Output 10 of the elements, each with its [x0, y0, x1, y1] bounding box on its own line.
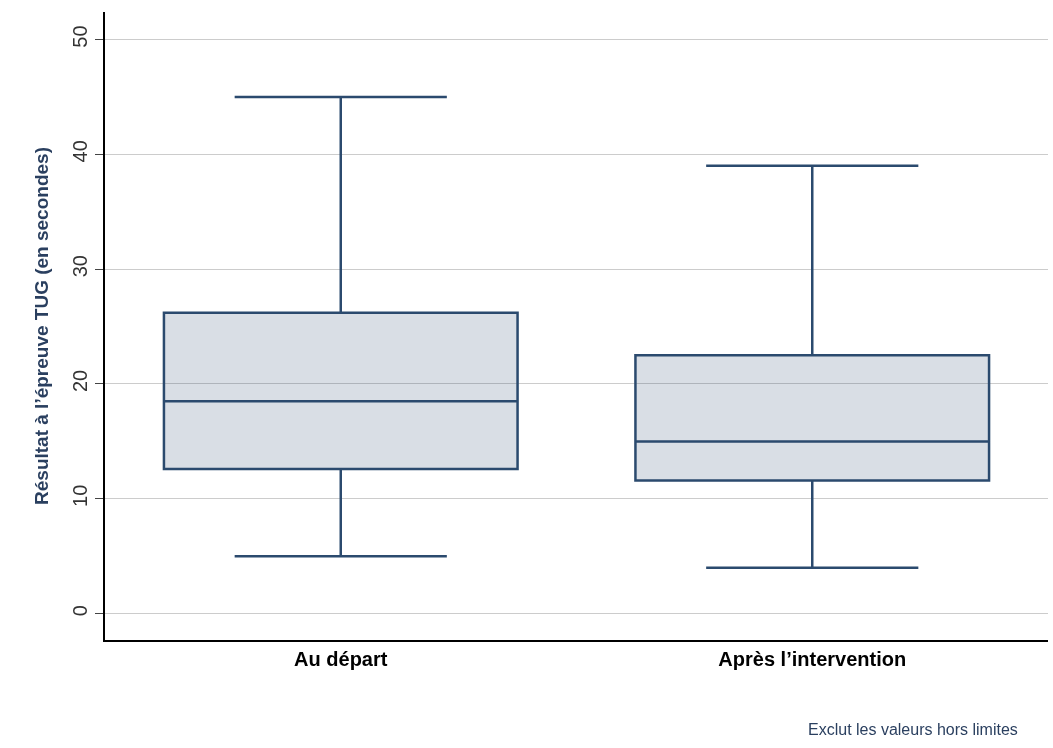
- y-tick-label: 40: [69, 140, 91, 163]
- x-tick-label: Après l’intervention: [718, 648, 907, 670]
- x-tick-label: Au départ: [294, 648, 388, 670]
- y-tick-label: 0: [69, 605, 91, 617]
- y-axis-title: Résultat à l’épreuve TUG (en secondes): [31, 147, 53, 505]
- y-tick-label: 10: [69, 484, 91, 507]
- y-tick-label: 20: [69, 369, 91, 393]
- text: Exclut les valeurs hors limites: [808, 721, 1018, 738]
- y-tick-label: 50: [69, 25, 91, 48]
- y-tick-label: 30: [69, 255, 91, 278]
